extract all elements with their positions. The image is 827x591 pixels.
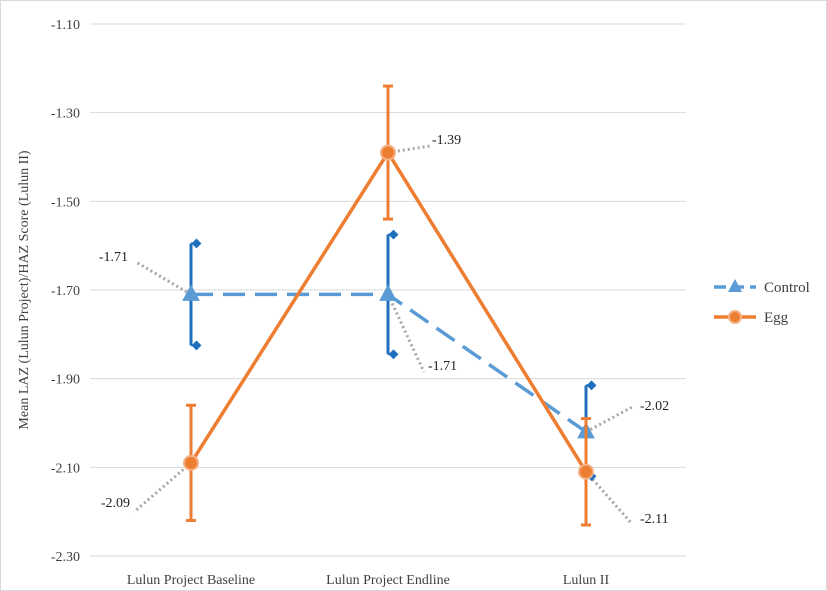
data-label: -2.02 [640, 399, 669, 414]
data-point [380, 144, 396, 161]
y-tick-label: -1.50 [51, 195, 80, 210]
error-cap [388, 349, 399, 360]
data-labels: -1.71 -1.71 -2.02 -2.09 -1.39 -2.11 [99, 133, 669, 527]
data-point [183, 454, 199, 471]
data-label-leader [584, 470, 634, 525]
data-point [578, 463, 594, 480]
y-tick-label: -1.30 [51, 107, 80, 122]
legend-label: Egg [764, 310, 789, 326]
series-control [182, 229, 597, 482]
series [182, 84, 597, 527]
y-tick-label: -1.70 [51, 284, 80, 299]
x-tick-label: Lulun Project Endline [326, 573, 450, 588]
data-label-leader [386, 293, 426, 373]
data-label: -2.11 [640, 512, 669, 527]
x-axis-ticks: Lulun Project Baseline Lulun Project Endl… [127, 573, 610, 588]
legend-item-control: Control [714, 279, 810, 296]
y-tick-label: -1.90 [51, 373, 80, 388]
error-cap [586, 380, 597, 391]
y-axis-label: Mean LAZ (Lulun Project)/HAZ Score (Lulu… [17, 150, 32, 429]
error-cap [191, 340, 202, 351]
data-label: -2.09 [101, 496, 130, 511]
data-label-leader [387, 144, 431, 155]
data-label-leader [135, 260, 192, 296]
data-label-leaders [133, 144, 635, 525]
data-label: -1.39 [432, 133, 461, 148]
y-tick-label: -1.10 [51, 18, 80, 33]
y-tick-label: -2.30 [51, 550, 80, 565]
x-tick-label: Lulun Project Baseline [127, 573, 255, 588]
error-cap [191, 238, 202, 249]
x-tick-label: Lulun II [563, 573, 610, 588]
series-egg [183, 84, 594, 527]
error-cap [388, 229, 399, 240]
legend-label: Control [764, 280, 810, 296]
data-point [182, 284, 200, 301]
data-label: -1.71 [428, 359, 457, 374]
legend-item-egg: Egg [714, 310, 789, 326]
y-axis-ticks: -1.10 -1.30 -1.50 -1.70 -1.90 -2.10 -2.30 [51, 18, 80, 565]
data-label-leader [585, 404, 635, 434]
legend-marker [728, 310, 742, 324]
legend: Control Egg [714, 279, 810, 326]
data-label-leader [133, 461, 192, 514]
y-tick-label: -2.10 [51, 461, 80, 476]
data-point [379, 284, 397, 301]
legend-marker [728, 279, 742, 292]
data-label: -1.71 [99, 250, 128, 265]
